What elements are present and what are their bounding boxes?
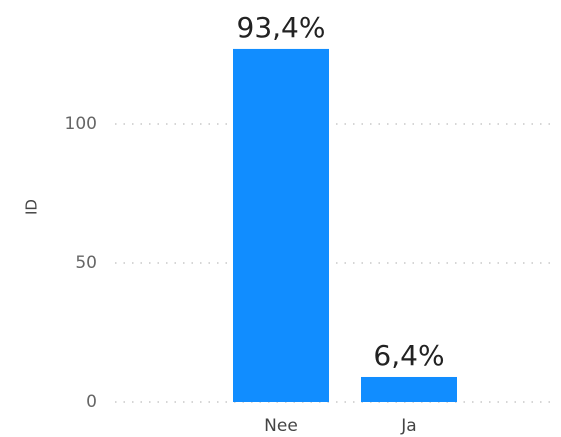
y-tick-label: 0 — [86, 392, 97, 412]
x-tick-label: Nee — [264, 416, 298, 436]
y-tick-label: 50 — [75, 253, 97, 273]
data-label: 93,4% — [237, 11, 326, 44]
data-label: 6,4% — [373, 339, 444, 372]
y-axis-label: ID — [23, 199, 41, 215]
bar — [233, 48, 329, 402]
x-tick-label: Ja — [400, 416, 416, 436]
y-tick-label: 100 — [65, 114, 97, 134]
bar — [361, 376, 457, 402]
